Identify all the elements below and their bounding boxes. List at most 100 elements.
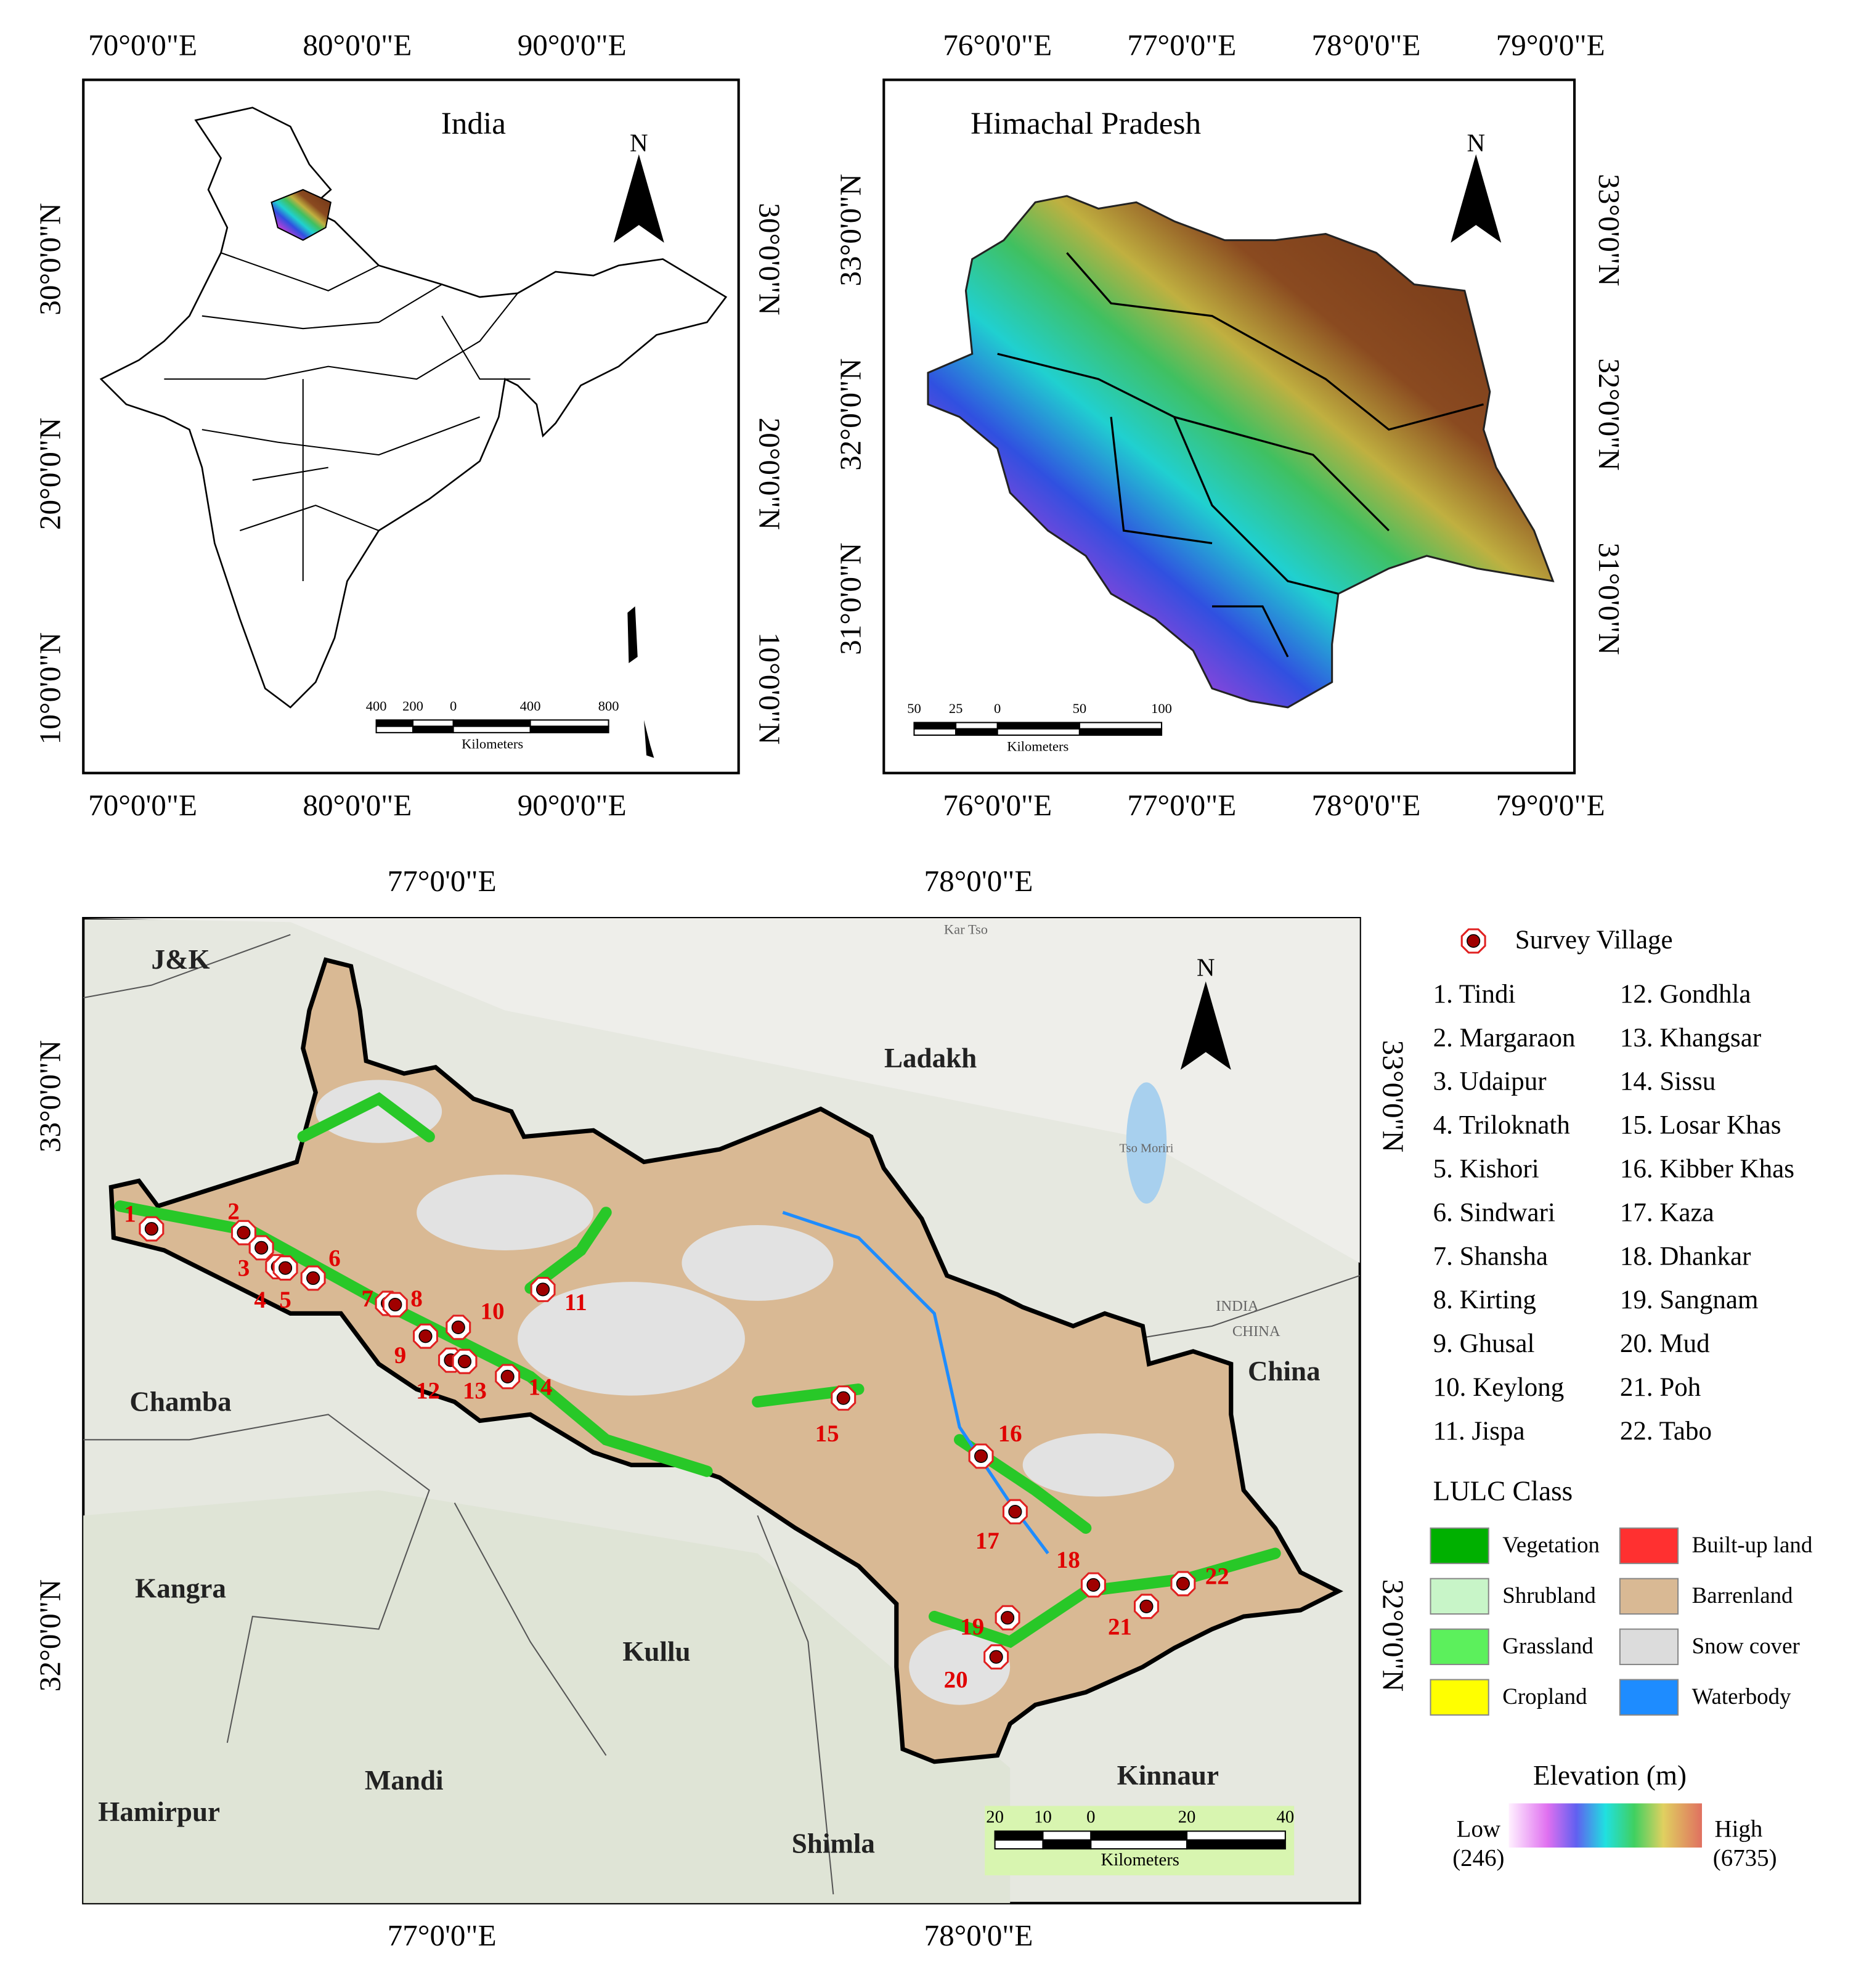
north-label: N <box>1467 128 1485 157</box>
marker-dot <box>144 1222 158 1236</box>
admin-borders <box>83 934 1361 1895</box>
scale-segment <box>1090 1830 1188 1841</box>
y-label: 10°0'0"N <box>33 632 67 744</box>
north-label: N <box>630 128 648 157</box>
legend-village: 11. Jispa <box>1433 1417 1525 1446</box>
legend-low: Low <box>1457 1815 1500 1842</box>
village-number: 8 <box>410 1285 422 1312</box>
legend-village: 8. Kirting <box>1433 1285 1536 1314</box>
village-number: 2 <box>227 1198 239 1224</box>
scale-label: 0 <box>1086 1807 1095 1827</box>
village-number: 19 <box>960 1614 984 1640</box>
x-label: 77°0'0"E <box>388 1918 497 1952</box>
legend-village: 7. Shansha <box>1433 1242 1548 1271</box>
village-number: 9 <box>394 1342 406 1369</box>
scale-label: 0 <box>994 701 1001 716</box>
scale-segment <box>913 728 957 736</box>
x-label: 80°0'0"E <box>303 28 412 62</box>
legend-village: 9. Ghusal <box>1433 1329 1535 1358</box>
village-number: 5 <box>279 1287 291 1313</box>
village-number: 12 <box>416 1377 440 1404</box>
scale-segment <box>913 722 957 730</box>
marker-dot <box>1467 934 1481 948</box>
marker-dot <box>974 1449 988 1463</box>
state-borders <box>164 252 531 581</box>
x-label: 78°0'0"E <box>924 864 1033 898</box>
legend-village: 13. Khangsar <box>1620 1024 1761 1053</box>
legend-class: Barrenland <box>1692 1583 1793 1608</box>
scale-label: 40 <box>1277 1807 1295 1827</box>
scale-label: 400 <box>520 698 541 714</box>
place-name: Hamirpur <box>98 1796 220 1827</box>
legend-village: 15. Losar Khas <box>1620 1111 1781 1140</box>
scale-label: 200 <box>402 698 423 714</box>
place-name: Kangra <box>135 1573 226 1604</box>
village-number: 1 <box>124 1201 136 1228</box>
y-label: 33°0'0"N <box>33 1040 67 1152</box>
village-marker <box>230 1220 256 1245</box>
scale-segment <box>955 728 998 736</box>
legend-class: Vegetation <box>1502 1532 1600 1557</box>
x-label: 78°0'0"E <box>1312 28 1421 62</box>
himachal-highlight <box>271 189 332 241</box>
x-label: 70°0'0"E <box>88 28 197 62</box>
x-label: 77°0'0"E <box>1127 28 1236 62</box>
marker-dot <box>237 1226 251 1240</box>
marker-dot <box>535 1282 550 1297</box>
marker-dot <box>451 1320 465 1334</box>
scale-segment <box>1042 1830 1092 1841</box>
marker-dot <box>1008 1505 1022 1519</box>
marker-dot <box>500 1369 515 1383</box>
islands <box>627 606 654 758</box>
x-label: 70°0'0"E <box>88 788 197 822</box>
legend-village: 16. Kibber Khas <box>1620 1155 1794 1184</box>
village-number: 13 <box>463 1377 487 1404</box>
basemap-label: INDIA <box>1216 1298 1259 1314</box>
village-number: 10 <box>481 1298 505 1324</box>
marker-dot <box>418 1329 433 1343</box>
legend-village: 10. Keylong <box>1433 1373 1565 1402</box>
scale-segment <box>412 725 454 733</box>
legend-swatch <box>1619 1679 1679 1716</box>
village-marker <box>248 1235 274 1261</box>
place-name: Mandi <box>365 1765 444 1796</box>
village-number: 22 <box>1205 1563 1229 1590</box>
y-label: 32°0'0"N <box>33 1579 67 1692</box>
village-marker <box>452 1348 478 1374</box>
y-label: 31°0'0"N <box>1592 542 1626 654</box>
india-outline <box>99 107 728 709</box>
scale-segment <box>955 722 998 730</box>
x-label: 78°0'0"E <box>1312 788 1421 822</box>
scale-label: 50 <box>1073 701 1087 716</box>
x-label: 76°0'0"E <box>943 788 1052 822</box>
y-label: 30°0'0"N <box>33 203 67 315</box>
scale-segment <box>452 725 531 733</box>
marker-dot <box>279 1261 293 1275</box>
place-name: Kinnaur <box>1117 1760 1219 1791</box>
village-number: 15 <box>815 1420 839 1447</box>
village-number: 20 <box>944 1667 968 1693</box>
legend-village: 1. Tindi <box>1433 980 1516 1009</box>
legend-village: 20. Mud <box>1620 1329 1710 1358</box>
legend-village: 12. Gondhla <box>1620 980 1751 1009</box>
snow <box>315 1080 1174 1705</box>
legend-swatch <box>1430 1628 1489 1666</box>
y-label: 31°0'0"N <box>833 542 867 654</box>
legend-swatch <box>1619 1628 1679 1666</box>
scale-label: 10 <box>1034 1807 1052 1827</box>
x-label: 80°0'0"E <box>303 788 412 822</box>
scale-segment <box>375 725 414 733</box>
x-label: 79°0'0"E <box>1496 28 1605 62</box>
y-label: 20°0'0"N <box>33 418 67 530</box>
legend-village: 2. Margaraon <box>1433 1024 1576 1053</box>
scale-segment <box>1186 1830 1286 1841</box>
marker-dot <box>1086 1578 1101 1592</box>
village-marker <box>139 1216 165 1242</box>
village-marker <box>530 1276 556 1302</box>
legend-high-value: (6735) <box>1713 1845 1777 1872</box>
village-number: 14 <box>529 1374 553 1400</box>
place-name: China <box>1248 1356 1321 1387</box>
village-number: 11 <box>564 1289 587 1316</box>
legend-village: 5. Kishori <box>1433 1155 1539 1184</box>
basemap-label: CHINA <box>1232 1323 1280 1340</box>
